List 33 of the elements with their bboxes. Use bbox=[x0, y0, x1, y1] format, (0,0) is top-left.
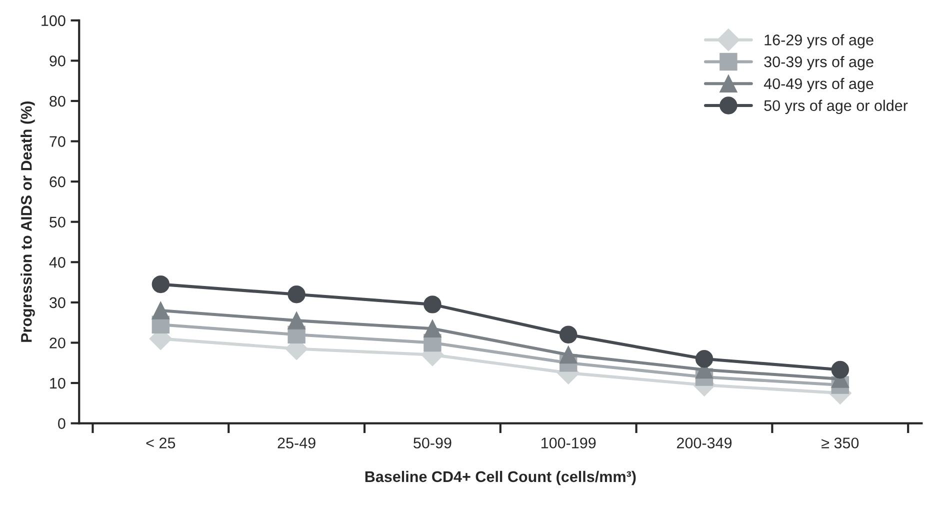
x-tick-label: 25-49 bbox=[278, 438, 316, 448]
y-tick-label: 70 bbox=[50, 136, 66, 147]
point bbox=[695, 350, 714, 368]
x-tick-label: 100-199 bbox=[541, 438, 596, 448]
x-tick-label: ≥ 350 bbox=[822, 438, 859, 448]
point bbox=[152, 302, 170, 320]
y-tick-label: 20 bbox=[50, 338, 66, 348]
y-tick-label: 30 bbox=[50, 297, 66, 308]
point bbox=[831, 360, 850, 379]
x-tick-label: 50-99 bbox=[414, 438, 452, 448]
point bbox=[424, 320, 442, 338]
x-axis-title: Baseline CD4+ Cell Count (cells/mm³) bbox=[365, 470, 636, 486]
y-tick-label: 80 bbox=[50, 96, 66, 107]
y-tick-label: 90 bbox=[50, 56, 66, 66]
point bbox=[288, 312, 306, 330]
point bbox=[288, 286, 306, 304]
point bbox=[424, 296, 442, 314]
y-tick-label: 50 bbox=[50, 216, 66, 228]
y-tick-label: 100 bbox=[42, 15, 66, 26]
y-tick-label: 0 bbox=[58, 418, 66, 429]
legend-label: 40-49 yrs of age bbox=[764, 78, 874, 92]
x-tick-label: < 25 bbox=[146, 438, 176, 448]
y-tick-label: 10 bbox=[50, 378, 66, 389]
point bbox=[560, 346, 578, 364]
x-tick-label: 200-349 bbox=[676, 438, 732, 448]
legend-label: 16-29 yrs of age bbox=[764, 34, 874, 48]
point bbox=[560, 326, 578, 344]
point bbox=[152, 275, 170, 294]
y-tick-label: 60 bbox=[50, 176, 66, 188]
y-axis-title: Progression to AIDS or Death (%) bbox=[20, 102, 35, 342]
legend-label: 30-39 yrs of age bbox=[764, 56, 874, 70]
y-tick-label: 40 bbox=[49, 257, 66, 268]
legend-label: 50 yrs of age or older bbox=[764, 100, 908, 114]
